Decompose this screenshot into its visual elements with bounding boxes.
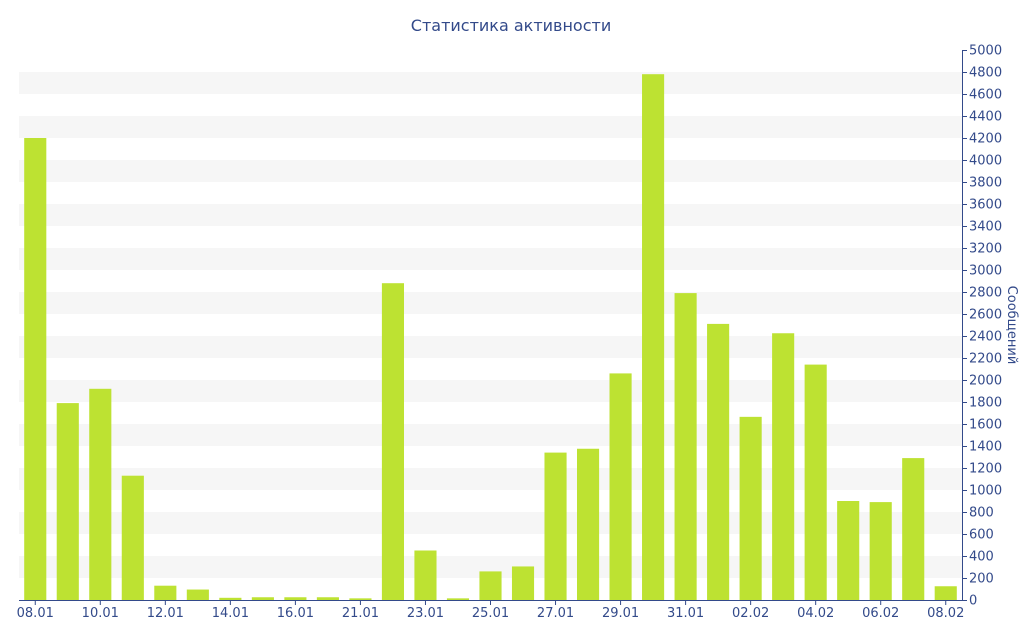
bar-07.02 (902, 458, 925, 600)
x-tick-label: 08.02 (927, 606, 964, 621)
bar-06.02 (869, 502, 892, 600)
bar-28.01 (576, 448, 600, 600)
bar-01.02 (707, 323, 730, 600)
bar-29.01 (609, 373, 632, 600)
x-tick-label: 21.01 (342, 606, 379, 621)
chart-title: Статистика активности (411, 16, 611, 35)
y-tick-label: 4800 (969, 66, 1002, 81)
x-tick-label: 16.01 (277, 606, 314, 621)
bar-08.02 (934, 586, 957, 600)
x-tick-label: 25.01 (472, 606, 509, 621)
y-tick-label: 1600 (969, 418, 1002, 433)
x-tick-label: 23.01 (407, 606, 444, 621)
y-tick-label: 200 (969, 572, 994, 587)
grid-band (19, 116, 962, 138)
bar-26.01 (511, 566, 535, 600)
y-tick-label: 2200 (969, 352, 1002, 367)
bar-23.01 (414, 550, 437, 600)
bar-27.01 (544, 452, 567, 600)
x-tick-label: 14.01 (212, 606, 249, 621)
bar-02.02 (739, 416, 762, 600)
x-tick-label: 27.01 (537, 606, 574, 621)
bar-11.01 (121, 475, 144, 600)
x-tick-label: 08.01 (17, 606, 54, 621)
grid-bands (19, 72, 962, 578)
bar-24.01 (446, 598, 470, 600)
grid-band (19, 336, 962, 358)
x-tick-label: 02.02 (732, 606, 769, 621)
y-tick-label: 2800 (969, 286, 1002, 301)
y-tick-label: 4200 (969, 132, 1002, 147)
y-tick-label: 4000 (969, 154, 1002, 169)
y-tick-label: 400 (969, 550, 994, 565)
x-tick-label: 12.01 (147, 606, 184, 621)
grid-band (19, 160, 962, 182)
bar-13.01 (186, 589, 209, 600)
y-axis-label: Сообщений (1004, 286, 1019, 365)
x-tick-label: 04.02 (797, 606, 834, 621)
y-tick-label: 2000 (969, 374, 1002, 389)
bar-04.02 (804, 364, 827, 600)
y-tick-label: 1400 (969, 440, 1002, 455)
y-tick-label: 1800 (969, 396, 1002, 411)
y-tick-label: 4600 (969, 88, 1002, 103)
bar-03.02 (772, 333, 795, 600)
y-tick-label: 1000 (969, 484, 1002, 499)
y-tick-label: 2600 (969, 308, 1002, 323)
y-tick-label: 3000 (969, 264, 1002, 279)
y-tick-label: 0 (969, 594, 977, 609)
y-tick-label: 3400 (969, 220, 1002, 235)
bar-09.01 (56, 403, 79, 600)
y-ticks-group: 0 200 400 600 800 1000 1200 1400 1600 1800 2000 220… (962, 44, 1002, 609)
y-tick-label: 4400 (969, 110, 1002, 125)
bar-15.01 (251, 597, 274, 600)
y-tick-label: 1200 (969, 462, 1002, 477)
bar-22.01 (381, 283, 405, 600)
y-tick-label: 3800 (969, 176, 1002, 191)
x-tick-label: 10.01 (82, 606, 119, 621)
bar-12.01 (154, 585, 177, 600)
grid-band (19, 292, 962, 314)
bar-25.01 (479, 571, 502, 600)
bar-10.01 (89, 388, 112, 600)
bar-14.01 (219, 597, 242, 600)
bar-08.01 (24, 138, 47, 600)
y-tick-label: 2400 (969, 330, 1002, 345)
grid-band (19, 248, 962, 270)
y-tick-label: 800 (969, 506, 994, 521)
grid-band (19, 204, 962, 226)
bar-31.01 (674, 293, 697, 600)
bar-05.02 (837, 501, 860, 600)
grid-band (19, 72, 962, 94)
y-tick-label: 5000 (969, 44, 1002, 59)
bar-17.01 (316, 597, 339, 600)
bar-30.01 (642, 74, 665, 600)
x-ticks-group: 08.01 10.01 12.01 14.01 16.01 21.01 23.01 25.01… (17, 600, 964, 621)
y-tick-label: 3600 (969, 198, 1002, 213)
y-tick-label: 3200 (969, 242, 1002, 257)
y-tick-label: 600 (969, 528, 994, 543)
x-tick-label: 06.02 (862, 606, 899, 621)
bar-16.01 (284, 597, 307, 600)
bar-21.01 (349, 598, 372, 600)
x-tick-label: 29.01 (602, 606, 639, 621)
x-tick-label: 31.01 (667, 606, 704, 621)
bars-group (24, 74, 957, 600)
